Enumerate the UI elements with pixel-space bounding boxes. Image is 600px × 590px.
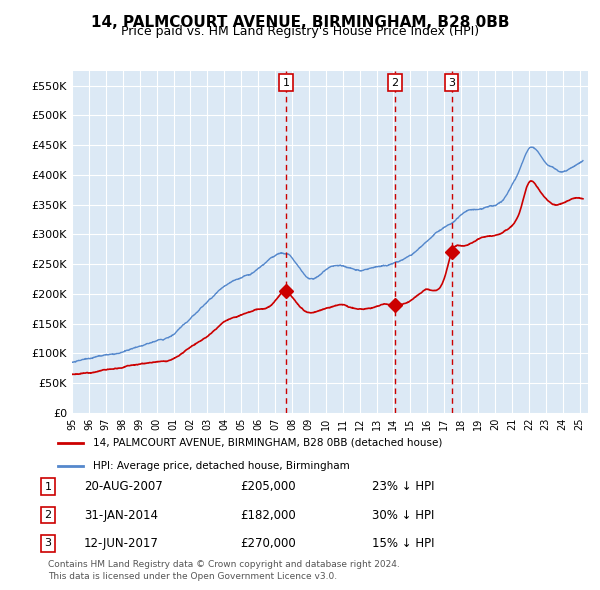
Text: 3: 3 [44,539,52,548]
Text: £205,000: £205,000 [240,480,296,493]
Text: 1: 1 [44,482,52,491]
Text: £182,000: £182,000 [240,509,296,522]
Text: Price paid vs. HM Land Registry's House Price Index (HPI): Price paid vs. HM Land Registry's House … [121,25,479,38]
Text: 14, PALMCOURT AVENUE, BIRMINGHAM, B28 0BB: 14, PALMCOURT AVENUE, BIRMINGHAM, B28 0B… [91,15,509,30]
Text: 30% ↓ HPI: 30% ↓ HPI [372,509,434,522]
Text: 31-JAN-2014: 31-JAN-2014 [84,509,158,522]
Text: HPI: Average price, detached house, Birmingham: HPI: Average price, detached house, Birm… [94,461,350,471]
Text: 3: 3 [448,78,455,88]
Text: 14, PALMCOURT AVENUE, BIRMINGHAM, B28 0BB (detached house): 14, PALMCOURT AVENUE, BIRMINGHAM, B28 0B… [94,438,443,448]
Text: 23% ↓ HPI: 23% ↓ HPI [372,480,434,493]
Text: Contains HM Land Registry data © Crown copyright and database right 2024.
This d: Contains HM Land Registry data © Crown c… [48,560,400,581]
Text: £270,000: £270,000 [240,537,296,550]
Text: 12-JUN-2017: 12-JUN-2017 [84,537,159,550]
Text: 1: 1 [283,78,289,88]
Text: 2: 2 [44,510,52,520]
Text: 15% ↓ HPI: 15% ↓ HPI [372,537,434,550]
Text: 20-AUG-2007: 20-AUG-2007 [84,480,163,493]
Text: 2: 2 [391,78,398,88]
